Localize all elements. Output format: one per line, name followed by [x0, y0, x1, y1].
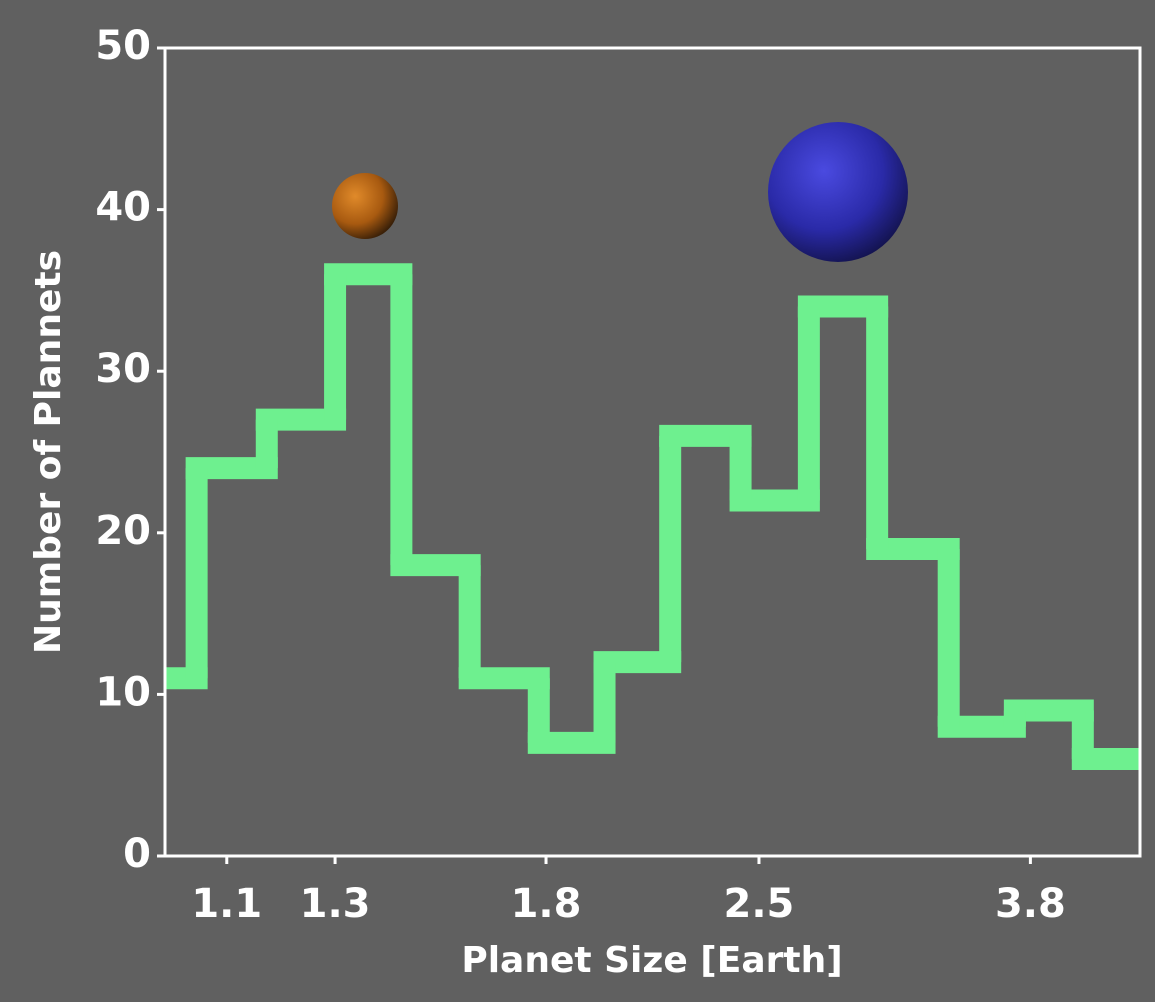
y-axis-title: Number of Plannets — [28, 250, 69, 654]
x-tick-label: 1.3 — [300, 881, 371, 927]
x-tick-label: 1.8 — [511, 881, 582, 927]
background — [0, 0, 1155, 1002]
x-tick-label: 3.8 — [995, 881, 1066, 927]
large-planet-icon — [768, 122, 908, 262]
y-tick-label: 10 — [95, 669, 151, 715]
x-tick-label: 2.5 — [724, 881, 795, 927]
x-axis-title: Planet Size [Earth] — [461, 940, 842, 981]
y-tick-label: 50 — [95, 23, 151, 69]
chart: Planet Size [Earth] Number of Plannets 0… — [0, 0, 1155, 1002]
small-planet-icon — [332, 173, 398, 239]
x-tick-label: 1.1 — [191, 881, 262, 927]
y-tick-label: 20 — [95, 508, 151, 554]
y-tick-label: 30 — [95, 346, 151, 392]
y-tick-label: 40 — [95, 185, 151, 231]
y-tick-label: 0 — [123, 831, 151, 877]
